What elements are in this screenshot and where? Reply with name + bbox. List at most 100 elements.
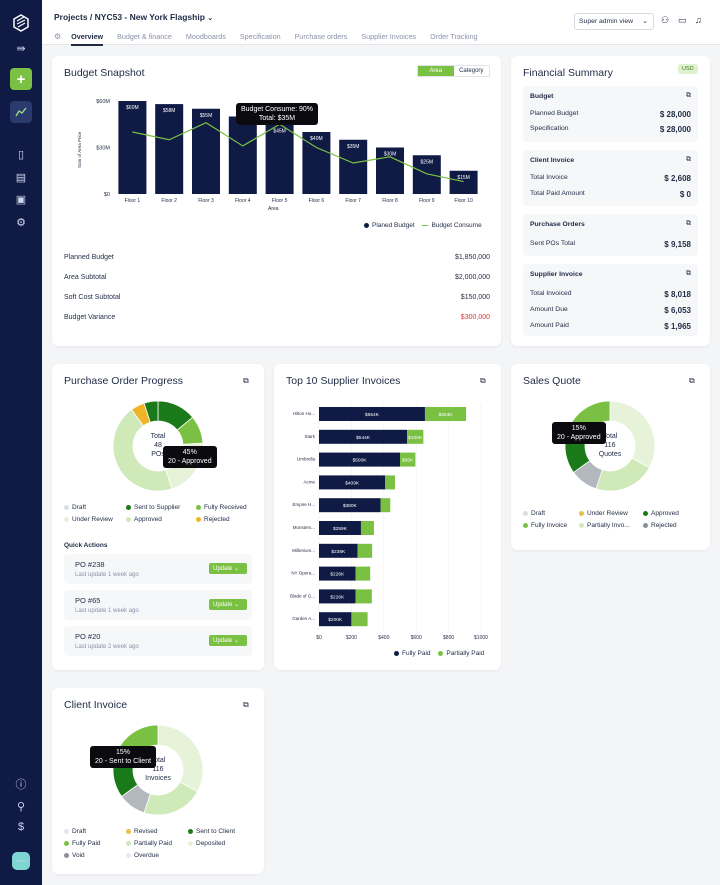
supplier-invoices-card: Top 10 Supplier Invoices ⧉ $0 $200 $400 $60… <box>274 364 501 670</box>
supplier-stacked-bar-chart: $0 $200 $400 $600 $800 $1000 Hilton Ho... $654K… <box>290 403 488 641</box>
client-legend: Draft Revised Sent to Client Fully Paid Part… <box>64 828 259 859</box>
tab-purchase-orders[interactable]: Purchase orders <box>294 32 348 41</box>
tab-order-tracking[interactable]: Order Tracking <box>430 32 478 41</box>
external-link-icon[interactable]: ⧉ <box>689 376 695 385</box>
tab-settings-gear-icon[interactable]: ⚙ <box>54 32 62 41</box>
bar-partially-paid <box>355 589 372 604</box>
card-title: Budget Snapshot <box>64 67 145 79</box>
bar-planned-budget <box>265 124 294 194</box>
po-item[interactable]: PO #238 Last update 1 week ago Update ⌄ <box>64 554 252 584</box>
client-invoice-card: Client Invoice ⧉ Total 116 Invoices 15% 20 … <box>52 688 264 874</box>
sidebar: ⇛ + ▯ ▤ ▣ ⚙ ⓘ ⚲ $ — <box>0 0 42 885</box>
x-tick-label: Floor 10 <box>454 198 473 204</box>
legend-dot <box>579 510 584 516</box>
bar-value-label: $15M <box>457 175 470 181</box>
bar-value-label: $100K <box>408 435 423 441</box>
legend-item: Draft <box>64 828 126 835</box>
external-link-icon[interactable]: ⧉ <box>686 270 691 277</box>
legend-item: Under Review <box>579 510 643 517</box>
breadcrumb-project-name[interactable]: NYC53 - New York Flagship <box>94 12 205 22</box>
toggle-area[interactable]: Area <box>418 66 454 76</box>
update-button[interactable]: Update ⌄ <box>209 599 247 610</box>
budget-snapshot-card: Budget Snapshot Area Category $0 $30M $60M… <box>52 56 501 346</box>
tab-moodboards[interactable]: Moodboards <box>185 32 226 41</box>
bell-icon[interactable]: ♫ <box>695 15 702 25</box>
po-item[interactable]: PO #20 Last update 2 week ago Update ⌄ <box>64 626 252 656</box>
x-tick-label: Floor 2 <box>161 198 177 204</box>
y-tick-label: NY Opera... <box>291 571 315 576</box>
legend-dot <box>64 504 69 510</box>
rocket-icon[interactable]: ⚲ <box>16 800 26 813</box>
bar-partially-paid <box>407 429 424 444</box>
user-avatar[interactable]: — <box>12 852 30 870</box>
logo-icon[interactable] <box>10 12 32 34</box>
collapse-menu-icon[interactable]: ⇛ <box>16 42 26 55</box>
legend-item: Deposited <box>188 840 258 847</box>
x-tick-label: $200 <box>346 635 357 641</box>
legend-item: Partially Invo... <box>579 522 643 529</box>
external-link-icon[interactable]: ⧉ <box>480 376 486 385</box>
legend-item: Fully Invoice <box>523 522 579 529</box>
document-icon[interactable]: ▯ <box>17 148 25 161</box>
y-tick-label: $60M <box>96 99 110 105</box>
summary-row-area-subtotal: Area Subtotal $2,000,000 <box>64 274 490 281</box>
legend-dot <box>64 828 69 834</box>
settings-gear-icon[interactable]: ⚙ <box>16 216 26 229</box>
y-tick-label: Garden A... <box>292 616 315 621</box>
fs-section-supplier-invoice: Supplier Invoice ⧉ Total Invoiced $ 8,018 … <box>523 264 698 336</box>
list-document-icon[interactable]: ▤ <box>15 171 27 184</box>
update-button[interactable]: Update ⌄ <box>209 563 247 574</box>
x-tick-label: $600 <box>411 635 422 641</box>
x-tick-label: $400 <box>378 635 389 641</box>
users-icon[interactable]: ⚇ <box>661 15 670 25</box>
legend-dot <box>196 504 201 510</box>
external-link-icon[interactable]: ⧉ <box>243 376 249 385</box>
external-link-icon[interactable]: ⧉ <box>686 220 691 227</box>
tab-overview[interactable]: Overview <box>71 32 104 46</box>
external-link-icon[interactable]: ⧉ <box>686 92 691 99</box>
x-tick-label: $800 <box>443 635 454 641</box>
external-link-icon[interactable]: ⧉ <box>686 156 691 163</box>
chevron-down-icon: ⌄ <box>234 638 240 644</box>
view-select[interactable]: Super admin view ⌄ <box>574 13 654 30</box>
external-link-icon[interactable]: ⧉ <box>243 700 249 709</box>
legend-item: Revised <box>126 828 188 835</box>
bar-planned-budget <box>192 108 220 194</box>
info-icon[interactable]: ⓘ <box>15 779 27 791</box>
toggle-category[interactable]: Category <box>459 68 484 74</box>
tab-specification[interactable]: Specification <box>239 32 281 41</box>
bar-planned-budget <box>228 116 257 194</box>
chevron-down-icon[interactable]: ⌄ <box>207 15 214 22</box>
invoice-icon[interactable]: ▣ <box>15 193 27 206</box>
add-icon[interactable]: + <box>10 68 32 90</box>
legend-dot <box>126 852 131 858</box>
dashboard-chart-icon[interactable] <box>10 101 32 123</box>
bar-value-label: $544K <box>356 435 371 441</box>
breadcrumb-projects[interactable]: Projects <box>54 12 88 22</box>
dollar-icon[interactable]: $ <box>17 821 25 833</box>
legend-dot-planned <box>364 222 369 228</box>
sales-legend: Draft Under Review Approved Fully Invoice Pa… <box>523 510 708 529</box>
x-tick-label: $1000 <box>474 635 488 641</box>
update-button[interactable]: Update ⌄ <box>209 635 247 646</box>
chat-icon[interactable]: ▭ <box>678 15 687 25</box>
legend-item: Approved <box>643 510 703 517</box>
legend-dot <box>188 840 193 846</box>
y-axis-label: Sum of Area Price <box>77 131 82 168</box>
currency-badge: USD <box>678 64 698 74</box>
legend-item: Rejected <box>196 516 266 523</box>
top-bar: Projects / NYC53 - New York Flagship ⌄ ⚙… <box>42 0 720 46</box>
tab-budget-finance[interactable]: Budget & finance <box>117 32 172 41</box>
legend-dot <box>126 828 131 834</box>
legend-line-consume <box>422 224 429 227</box>
sales-donut-chart <box>564 400 656 492</box>
legend-dot <box>523 522 528 528</box>
donut-slice <box>143 781 198 816</box>
donut-slice <box>143 400 159 423</box>
tab-supplier-invoices[interactable]: Supplier Invoices <box>361 32 417 41</box>
donut-slice <box>112 409 173 492</box>
x-axis-label: Area <box>268 206 279 212</box>
x-tick-label: Floor 6 <box>309 198 325 204</box>
quick-actions-title: Quick Actions <box>64 542 108 549</box>
po-item[interactable]: PO #65 Last update 1 week ago Update ⌄ <box>64 590 252 620</box>
